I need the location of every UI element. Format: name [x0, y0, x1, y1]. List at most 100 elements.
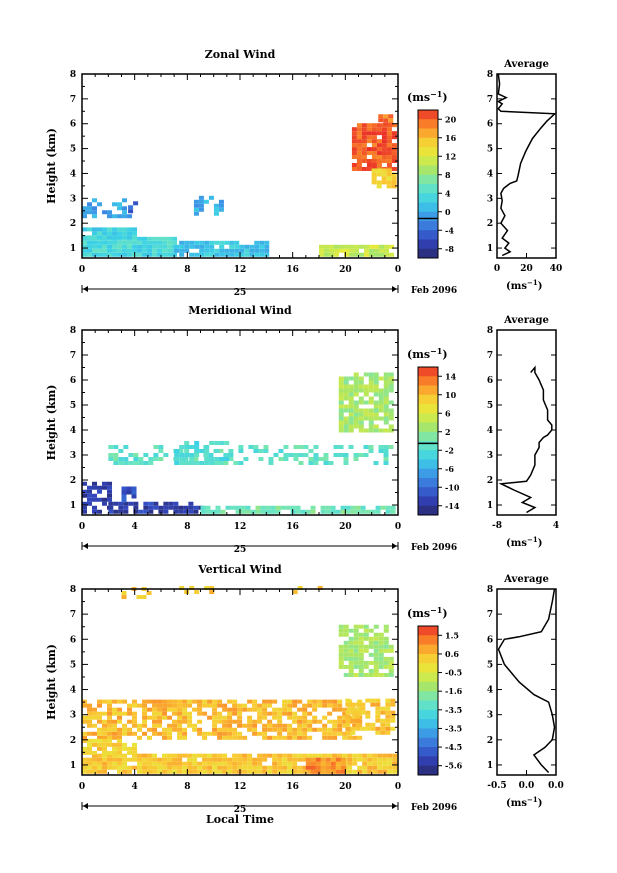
- heatmap-cell: [193, 203, 199, 208]
- heatmap-cell: [122, 727, 128, 732]
- heatmap-cell: [214, 457, 220, 461]
- heatmap-cell: [153, 453, 159, 457]
- heatmap-cell: [87, 248, 93, 253]
- heatmap-cell: [173, 509, 179, 514]
- heatmap-cell: [388, 372, 394, 377]
- heatmap-cell: [122, 757, 128, 762]
- date-label: 25: [234, 805, 247, 815]
- heatmap-cell: [358, 640, 364, 645]
- heatmap-cell: [257, 765, 263, 770]
- heatmap-cell: [152, 761, 158, 766]
- heatmap-cell: [298, 461, 304, 465]
- heatmap-cell: [319, 248, 324, 253]
- heatmap-cell: [277, 761, 283, 766]
- heatmap-cell: [197, 703, 203, 708]
- heatmap-cell: [148, 505, 154, 510]
- date-label: 25: [234, 545, 247, 555]
- heatmap-cell: [322, 699, 328, 704]
- heatmap-cell: [262, 753, 268, 758]
- colorbar-segment: [418, 394, 438, 405]
- heatmap-cell: [82, 769, 87, 774]
- heatmap-cell: [179, 586, 185, 591]
- heatmap-cell: [358, 668, 364, 673]
- heatmap-cell: [97, 738, 103, 743]
- heatmap-cell: [147, 252, 153, 257]
- heatmap-cell: [361, 166, 367, 171]
- heatmap-cell: [237, 731, 243, 736]
- heatmap-cell: [232, 719, 238, 724]
- heatmap-cell: [350, 702, 356, 707]
- heatmap-cell: [353, 424, 359, 429]
- heatmap-cell: [167, 699, 173, 704]
- heatmap-cell: [172, 757, 178, 762]
- heatmap-cell: [355, 509, 361, 514]
- heatmap-cell: [172, 727, 178, 732]
- heatmap-cell: [329, 252, 335, 257]
- heatmap-cell: [217, 719, 223, 724]
- average-y-tick-label: 7: [487, 95, 493, 105]
- heatmap-cell: [363, 628, 369, 633]
- heatmap-cell: [388, 656, 394, 661]
- heatmap-cell: [383, 672, 389, 677]
- heatmap-cell: [193, 509, 199, 514]
- heatmap-cell: [378, 416, 384, 421]
- heatmap-cell: [287, 761, 293, 766]
- heatmap-cell: [373, 400, 379, 405]
- heatmap-cell: [222, 727, 228, 732]
- heatmap-cell: [217, 711, 223, 716]
- heatmap-cell: [310, 769, 316, 774]
- heatmap-cell: [287, 707, 293, 712]
- heatmap-cell: [352, 761, 358, 766]
- heatmap-cell: [282, 703, 288, 708]
- heatmap-cell: [234, 244, 240, 249]
- heatmap-cell: [121, 490, 127, 495]
- heatmap-cell: [381, 143, 387, 148]
- heatmap-cell: [162, 753, 168, 758]
- heatmap-cell: [243, 457, 249, 461]
- heatmap-cell: [386, 143, 392, 148]
- heatmap-cell: [117, 202, 123, 207]
- heatmap-cell: [142, 723, 148, 728]
- heatmap-cell: [258, 449, 264, 453]
- heatmap-cell: [391, 155, 397, 160]
- heatmap-cell: [391, 135, 397, 140]
- average-x-tick-label: 0.0: [548, 781, 564, 791]
- average-x-tick-label: 0: [494, 264, 500, 274]
- heatmap-cell: [369, 244, 375, 249]
- heatmap-cell: [343, 428, 349, 433]
- heatmap-cell: [92, 753, 98, 758]
- heatmap-cell: [330, 769, 336, 774]
- heatmap-cell: [390, 698, 396, 703]
- heatmap-cell: [122, 244, 128, 249]
- heatmap-cell: [113, 509, 119, 514]
- average-unit: (ms−1): [506, 278, 542, 292]
- heatmap-cell: [162, 699, 168, 704]
- heatmap-cell: [320, 509, 326, 514]
- heatmap-cell: [239, 252, 245, 257]
- heatmap-cell: [157, 707, 163, 712]
- heatmap-cell: [272, 753, 278, 758]
- heatmap-cell: [204, 586, 210, 591]
- heatmap-cell: [262, 769, 268, 774]
- panel-title: Zonal Wind: [205, 48, 276, 61]
- heatmap-cell: [308, 461, 314, 465]
- heatmap-cell: [92, 497, 98, 502]
- heatmap-cell: [102, 497, 108, 502]
- heatmap-cell: [237, 723, 243, 728]
- heatmap-cell: [244, 244, 250, 249]
- heatmap-cell: [363, 408, 369, 413]
- heatmap-cell: [97, 489, 103, 494]
- colorbar-segment: [418, 487, 438, 497]
- heatmap-cell: [337, 719, 343, 724]
- heatmap-cell: [312, 699, 318, 704]
- average-title: Average: [503, 574, 549, 585]
- date-bar-arrow: [392, 543, 397, 549]
- heatmap-cell: [347, 769, 353, 774]
- heatmap-cell: [356, 155, 362, 160]
- heatmap-cell: [313, 453, 319, 457]
- heatmap-cell: [232, 757, 238, 762]
- heatmap-cell: [107, 765, 113, 770]
- heatmap-cell: [97, 509, 103, 514]
- heatmap-cell: [371, 155, 377, 160]
- heatmap-cell: [382, 769, 388, 774]
